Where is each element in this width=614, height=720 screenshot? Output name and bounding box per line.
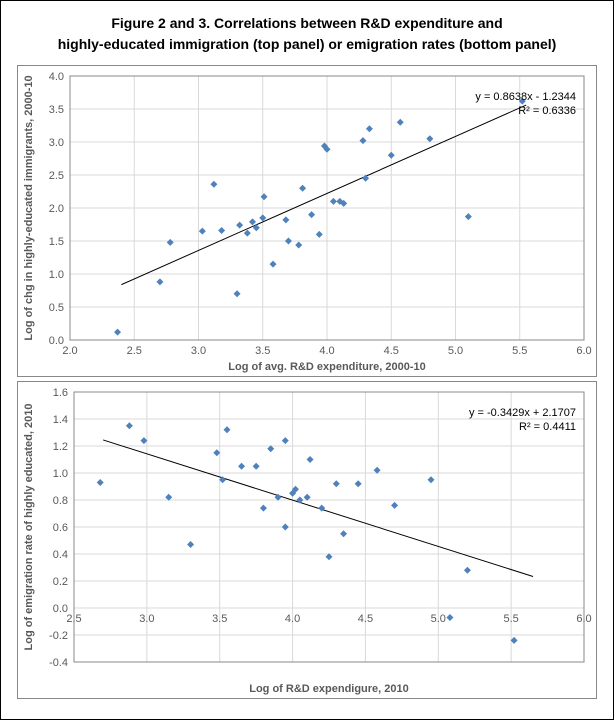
svg-text:0.8: 0.8 bbox=[53, 495, 68, 507]
r-squared: R² = 0.4411 bbox=[519, 421, 576, 433]
y-axis-label: Log of emigration rate of highly educate… bbox=[23, 404, 35, 651]
title-line-2: highly-educated immigration (top panel) … bbox=[58, 36, 557, 52]
svg-text:3.5: 3.5 bbox=[49, 104, 64, 116]
svg-text:1.2: 1.2 bbox=[53, 441, 68, 453]
svg-text:1.4: 1.4 bbox=[53, 414, 68, 426]
svg-text:0.6: 0.6 bbox=[53, 522, 68, 534]
regression-equation: y = 0.8638x - 1.2344 bbox=[475, 91, 576, 103]
svg-text:2.5: 2.5 bbox=[127, 345, 142, 357]
figure-title: Figure 2 and 3. Correlations between R&D… bbox=[17, 13, 597, 55]
svg-text:4.0: 4.0 bbox=[285, 613, 300, 625]
svg-text:4.0: 4.0 bbox=[49, 71, 64, 83]
svg-text:0.0: 0.0 bbox=[53, 603, 68, 615]
svg-text:3.0: 3.0 bbox=[139, 613, 154, 625]
bottom-chart-panel: 2.5 3.0 3.5 4.0 4.5 5.0 5.5 6.0 -0.4 -0.2 0.0 0.2 0.… bbox=[17, 381, 597, 699]
svg-text:4.5: 4.5 bbox=[358, 613, 373, 625]
svg-text:1.0: 1.0 bbox=[53, 468, 68, 480]
svg-text:0.0: 0.0 bbox=[49, 335, 64, 347]
bottom-chart-svg: 2.5 3.0 3.5 4.0 4.5 5.0 5.5 6.0 -0.4 -0.2 0.0 0.2 0.… bbox=[18, 382, 596, 698]
svg-text:0.4: 0.4 bbox=[53, 549, 68, 561]
title-line-1: Figure 2 and 3. Correlations between R&D… bbox=[111, 15, 502, 31]
regression-equation: y = -0.3429x + 2.1707 bbox=[469, 407, 576, 419]
svg-text:6.0: 6.0 bbox=[576, 613, 591, 625]
top-chart-svg: 2.0 2.5 3.0 3.5 4.0 4.5 5.0 5.5 6.0 0.0 0.5 1.0 1.5 2… bbox=[18, 66, 596, 376]
svg-text:3.5: 3.5 bbox=[255, 345, 270, 357]
svg-text:2.0: 2.0 bbox=[49, 203, 64, 215]
svg-text:0.5: 0.5 bbox=[49, 302, 64, 314]
svg-text:3.5: 3.5 bbox=[212, 613, 227, 625]
svg-text:0.2: 0.2 bbox=[53, 576, 68, 588]
svg-text:4.0: 4.0 bbox=[319, 345, 334, 357]
svg-text:-0.2: -0.2 bbox=[49, 630, 68, 642]
svg-text:2.0: 2.0 bbox=[62, 345, 77, 357]
x-axis-label: Log of avg. R&D expenditure, 2000-10 bbox=[228, 361, 425, 373]
svg-text:1.5: 1.5 bbox=[49, 236, 64, 248]
svg-text:1.6: 1.6 bbox=[53, 387, 68, 399]
svg-text:4.5: 4.5 bbox=[384, 345, 399, 357]
x-axis-label: Log of R&D expendigure, 2010 bbox=[249, 683, 409, 695]
svg-text:5.0: 5.0 bbox=[448, 345, 463, 357]
svg-text:5.5: 5.5 bbox=[512, 345, 527, 357]
svg-text:-0.4: -0.4 bbox=[49, 657, 68, 669]
svg-text:6.0: 6.0 bbox=[576, 345, 591, 357]
top-chart-panel: 2.0 2.5 3.0 3.5 4.0 4.5 5.0 5.5 6.0 0.0 0.5 1.0 1.5 2… bbox=[17, 65, 597, 377]
svg-text:2.5: 2.5 bbox=[49, 170, 64, 182]
svg-text:5.5: 5.5 bbox=[503, 613, 518, 625]
y-axis-label: Log of chg in highly-educated immigrants… bbox=[23, 75, 35, 340]
r-squared: R² = 0.6336 bbox=[518, 105, 576, 117]
svg-text:2.5: 2.5 bbox=[66, 613, 81, 625]
figure-container: Figure 2 and 3. Correlations between R&D… bbox=[0, 0, 614, 720]
svg-text:5.0: 5.0 bbox=[431, 613, 446, 625]
svg-text:1.0: 1.0 bbox=[49, 269, 64, 281]
svg-text:3.0: 3.0 bbox=[191, 345, 206, 357]
svg-text:3.0: 3.0 bbox=[49, 137, 64, 149]
